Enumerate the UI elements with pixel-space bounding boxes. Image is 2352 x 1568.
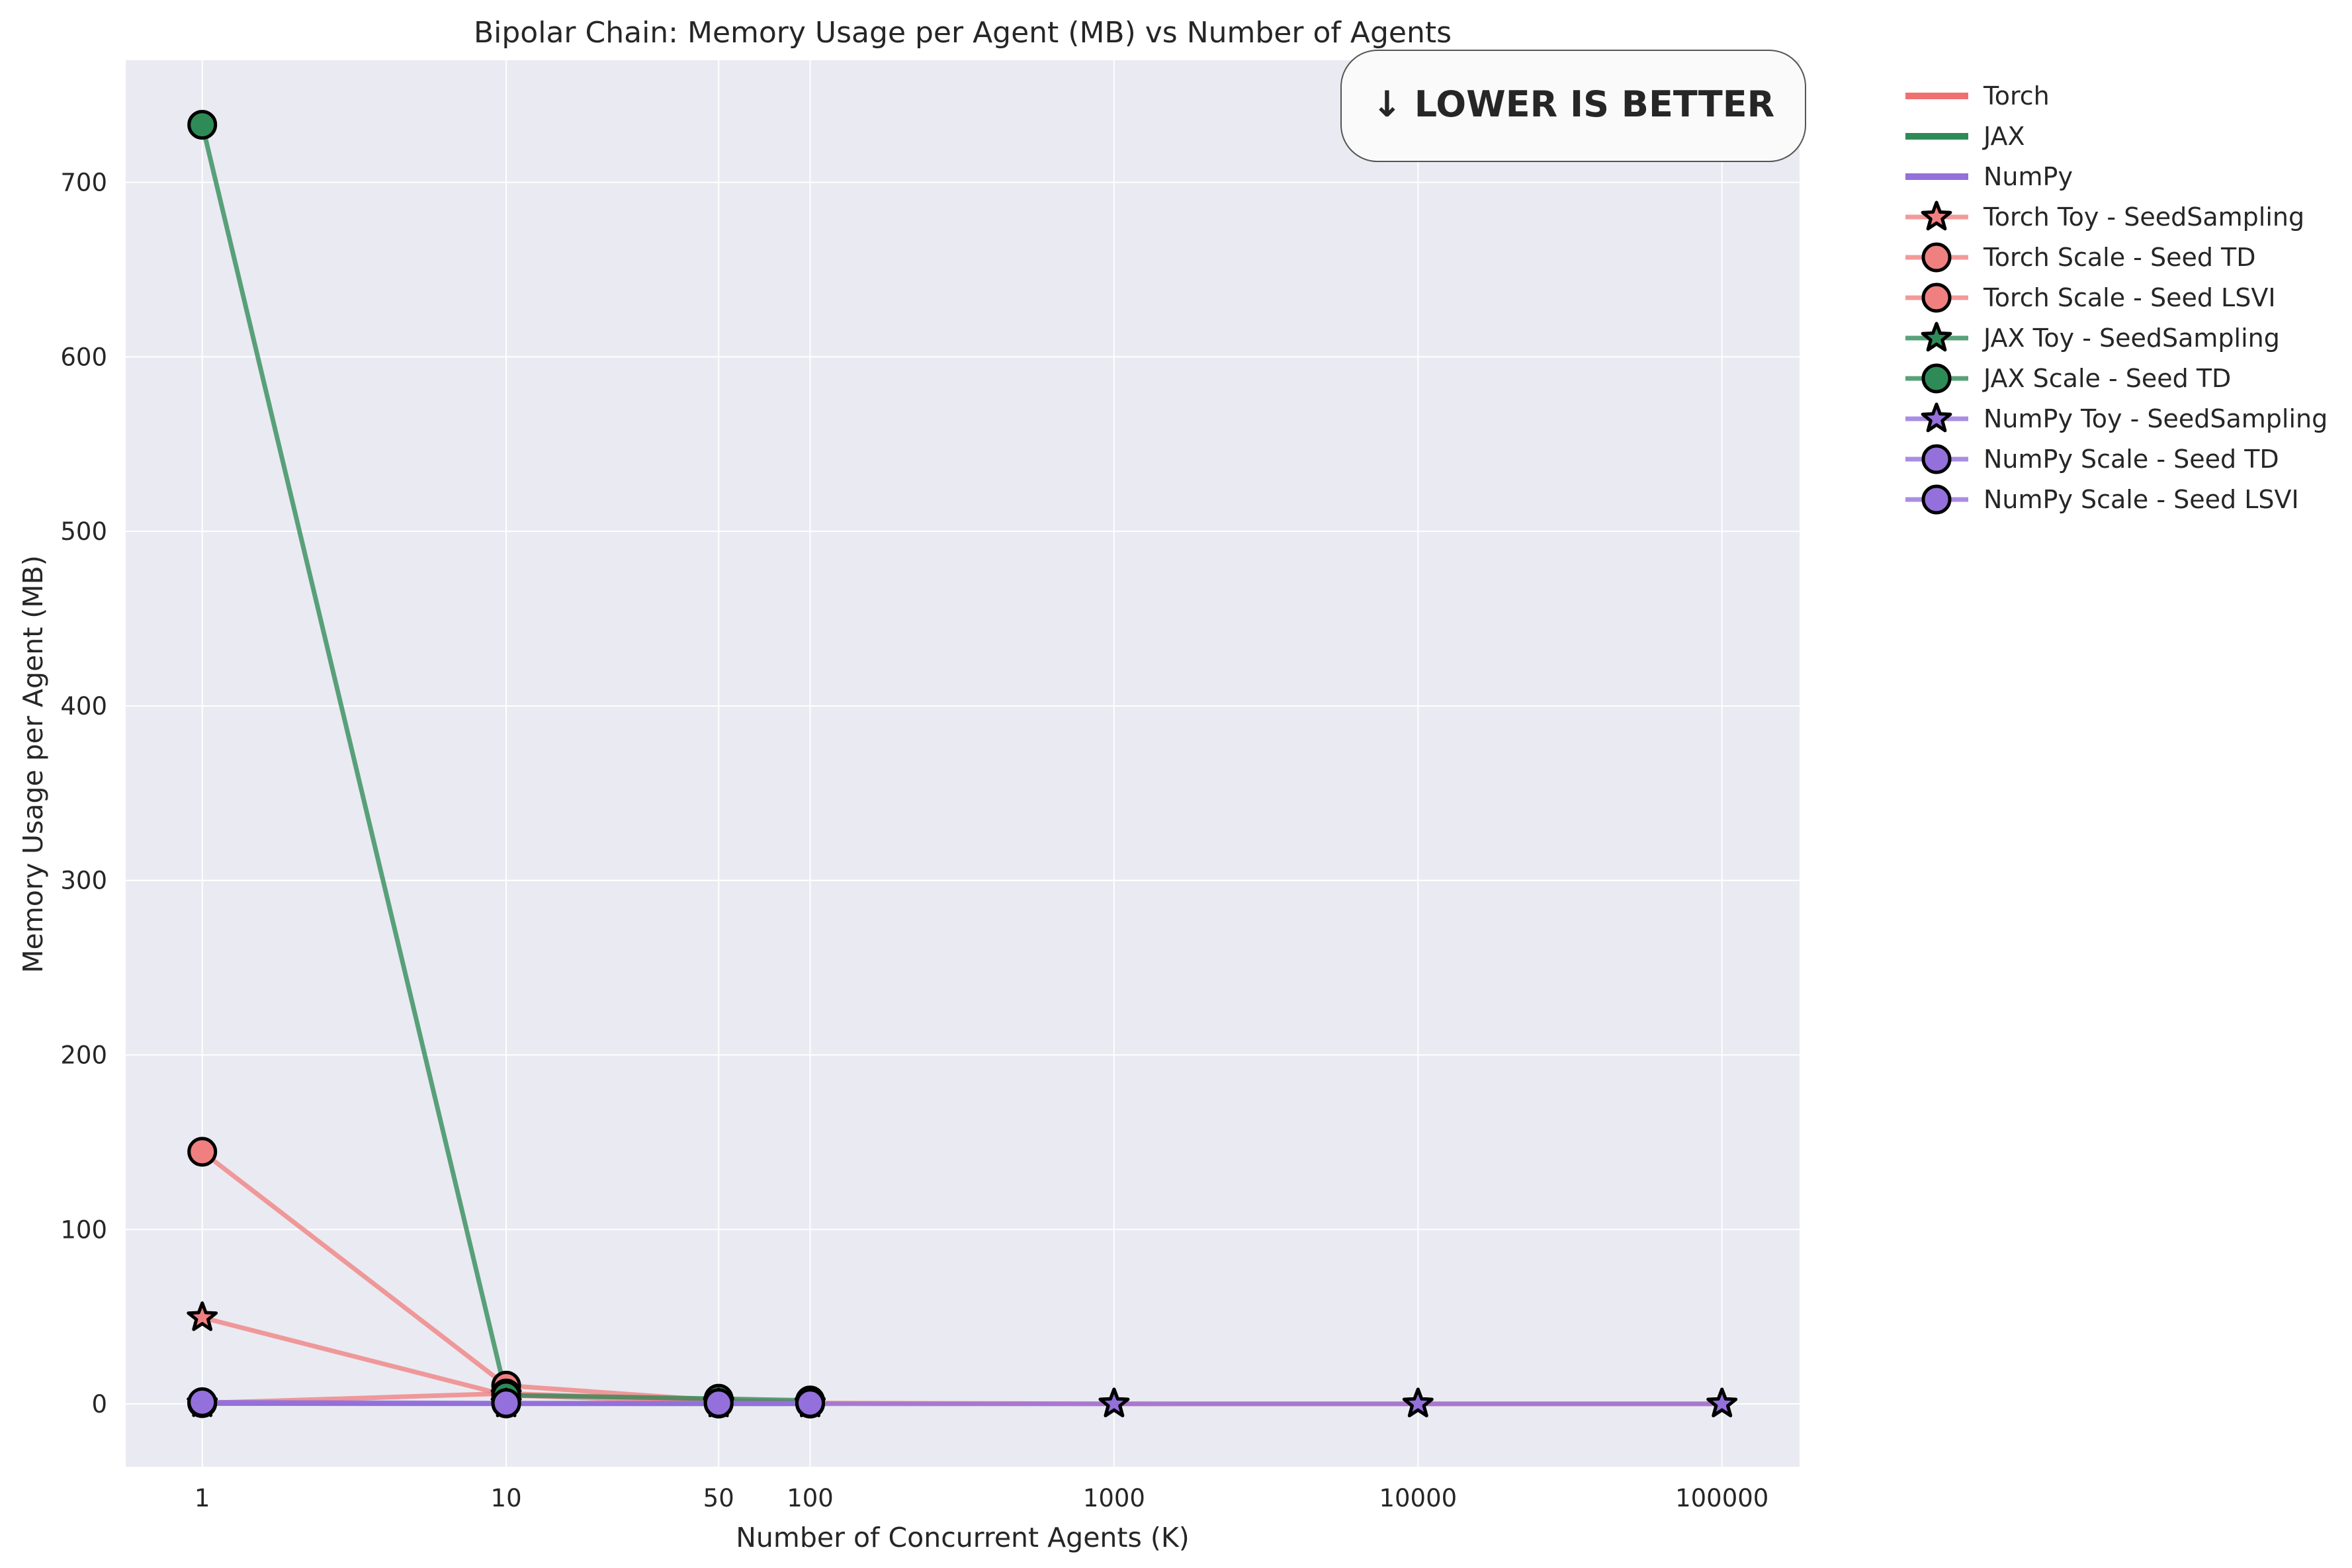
legend-circle-icon bbox=[1921, 242, 1952, 273]
legend-item: Torch bbox=[1905, 81, 2050, 110]
y-tick-label: 400 bbox=[60, 692, 107, 720]
legend-circle-icon bbox=[1921, 484, 1952, 515]
legend-item: NumPy bbox=[1905, 162, 2073, 191]
legend-circle-icon bbox=[1921, 444, 1952, 474]
legend-label: Torch bbox=[1983, 81, 2050, 110]
legend-item: Torch Toy - SeedSampling bbox=[1905, 200, 2304, 232]
legend-label: JAX Toy - SeedSampling bbox=[1982, 324, 2280, 353]
legend-star-icon bbox=[1921, 322, 1952, 352]
y-tick-label: 200 bbox=[60, 1041, 107, 1069]
data-point-circle bbox=[491, 1388, 521, 1418]
data-point-star bbox=[1098, 1387, 1130, 1418]
chart-title: Bipolar Chain: Memory Usage per Agent (M… bbox=[474, 16, 1452, 50]
grid bbox=[126, 60, 1800, 1467]
legend-item: JAX bbox=[1905, 122, 2025, 151]
legend-label: JAX bbox=[1982, 122, 2025, 151]
lower-is-better-badge: ↓ LOWER IS BETTER bbox=[1340, 50, 1806, 162]
legend-item: Torch Scale - Seed TD bbox=[1905, 242, 2256, 273]
legend-label: NumPy Toy - SeedSampling bbox=[1983, 404, 2328, 433]
x-tick-label: 10000 bbox=[1379, 1484, 1457, 1512]
y-tick-label: 0 bbox=[91, 1390, 107, 1418]
legend-item: NumPy Scale - Seed LSVI bbox=[1905, 484, 2299, 515]
legend-label: JAX Scale - Seed TD bbox=[1982, 364, 2231, 393]
data-point-circle bbox=[187, 110, 218, 140]
data-point-circle bbox=[703, 1388, 734, 1418]
series-layer bbox=[187, 110, 1738, 1419]
x-tick-label: 10 bbox=[491, 1484, 522, 1512]
x-tick-label: 100000 bbox=[1675, 1484, 1768, 1512]
legend: Torch JAX NumPy Torch Toy - SeedSampling Tor… bbox=[1905, 81, 2328, 515]
legend-item: NumPy Toy - SeedSampling bbox=[1905, 402, 2328, 433]
legend-item: NumPy Scale - Seed TD bbox=[1905, 444, 2279, 474]
y-axis-ticks: 0 100 200 300 400 500 600 700 bbox=[60, 169, 107, 1418]
series-line bbox=[200, 124, 810, 1403]
y-tick-label: 300 bbox=[60, 867, 107, 895]
y-tick-label: 100 bbox=[60, 1215, 107, 1244]
badge-text: ↓ LOWER IS BETTER bbox=[1372, 83, 1774, 125]
legend-circle-icon bbox=[1921, 363, 1952, 394]
data-point-star bbox=[187, 1301, 218, 1331]
x-tick-label: 1000 bbox=[1083, 1484, 1145, 1512]
legend-label: NumPy Scale - Seed TD bbox=[1983, 445, 2279, 474]
x-tick-label: 50 bbox=[703, 1484, 734, 1512]
legend-circle-icon bbox=[1921, 283, 1952, 313]
x-tick-label: 1 bbox=[195, 1484, 210, 1512]
x-tick-label: 100 bbox=[787, 1484, 834, 1512]
y-tick-label: 600 bbox=[60, 343, 107, 371]
legend-label: Torch Scale - Seed LSVI bbox=[1983, 283, 2276, 312]
legend-label: NumPy bbox=[1983, 162, 2073, 191]
data-point-star bbox=[1706, 1387, 1738, 1418]
legend-star-icon bbox=[1921, 200, 1952, 231]
legend-item: Torch Scale - Seed LSVI bbox=[1905, 283, 2276, 313]
x-axis-label: Number of Concurrent Agents (K) bbox=[736, 1522, 1190, 1553]
legend-star-icon bbox=[1921, 402, 1952, 433]
data-point-star bbox=[1402, 1387, 1434, 1418]
legend-item: JAX Scale - Seed TD bbox=[1905, 363, 2231, 394]
legend-label: NumPy Scale - Seed LSVI bbox=[1983, 485, 2299, 514]
data-point-circle bbox=[187, 1137, 218, 1167]
data-point-circle bbox=[187, 1387, 218, 1417]
plot-area bbox=[126, 60, 1800, 1467]
data-point-circle bbox=[795, 1388, 826, 1418]
series-line bbox=[202, 1399, 810, 1406]
x-axis-ticks: 1 10 50 100 1000 10000 100000 bbox=[195, 1484, 1768, 1512]
series-markers bbox=[187, 110, 1738, 1419]
legend-label: Torch Toy - SeedSampling bbox=[1983, 202, 2304, 232]
y-tick-label: 700 bbox=[60, 169, 107, 197]
legend-label: Torch Scale - Seed TD bbox=[1983, 243, 2256, 272]
y-tick-label: 500 bbox=[60, 517, 107, 546]
legend-item: JAX Toy - SeedSampling bbox=[1905, 322, 2280, 353]
y-axis-label: Memory Usage per Agent (MB) bbox=[17, 555, 49, 973]
